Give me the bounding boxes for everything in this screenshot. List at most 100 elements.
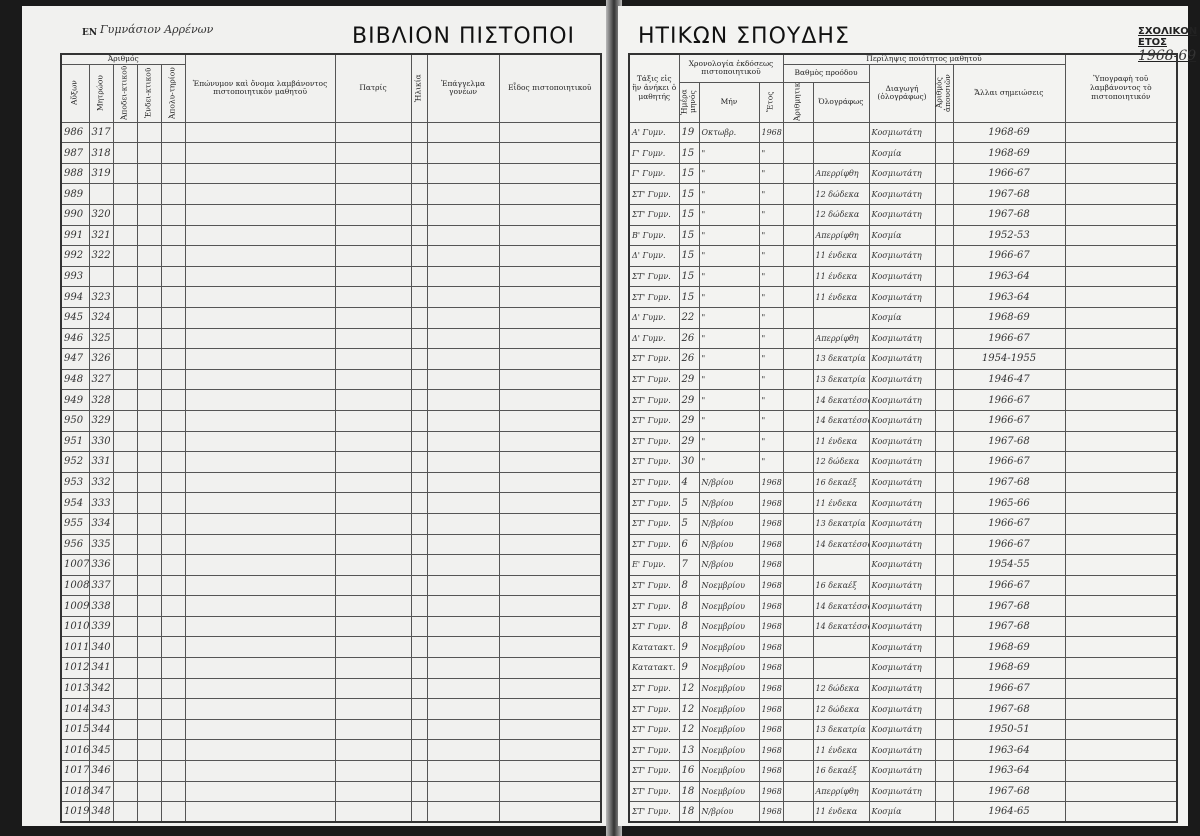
cell-auxon: 1011 [60,636,90,659]
cell-arithm [782,224,814,247]
cell-name [184,121,336,144]
cell-absences [934,780,954,803]
col-mitroou: Μητρώου [89,64,113,123]
table-row: Δ' Γυμν. 26 " " Απερρίφθη Κοσμιωτάτη 1966-67 [628,327,1178,350]
cell-year: 1968 [758,636,784,659]
cell-conduct: Κοσμιωτάτη [868,389,936,411]
cell-name [184,657,336,679]
cell-type [498,265,602,288]
cell-type [498,615,602,638]
cell-name [184,574,336,597]
cell-auxon: 1009 [60,595,90,617]
cell-profession [426,533,500,556]
cell-age [410,492,428,514]
cell-conduct: Κοσμία [868,306,936,329]
cell-year: 1968 [758,533,784,556]
col-chrono: Χρονολογία ἐκδόσεως πιστοποιητικοῦ [678,53,784,83]
cell-arithm [782,492,814,514]
cell-name [184,451,336,473]
cell-patris [334,183,412,205]
table-row: 951 330 [60,430,602,453]
cell-apolytiriou [160,142,186,164]
cell-apolytiriou [160,286,186,308]
cell-day: 6 [678,533,700,556]
cell-patris [334,327,412,350]
cell-name [184,389,336,411]
cell-name [184,348,336,370]
cell-patris [334,780,412,803]
cell-type [498,142,602,164]
cell-month: " [698,430,760,453]
cell-notes: 1966-67 [952,574,1066,597]
cell-profession [426,780,500,803]
cell-notes: 1963-64 [952,286,1066,308]
cell-profession [426,286,500,308]
table-row: 1018 347 [60,780,602,803]
cell-day: 15 [678,183,700,205]
cell-apodeiktikou [112,512,138,535]
cell-name [184,801,336,823]
cell-year: " [758,142,784,164]
cell-age [410,574,428,597]
cell-day: 12 [678,677,700,700]
cell-mitroou [88,183,114,205]
cell-day: 29 [678,409,700,432]
cell-name [184,512,336,535]
cell-profession [426,409,500,432]
col-day: Ἡμέρα μηνός [679,82,699,123]
col-type: Εἶδος πιστοποιητικοῦ [498,53,602,123]
cell-signature [1064,451,1178,473]
cell-patris [334,760,412,782]
col-class: Τάξις εἰς ἣν ἀνήκει ὁ μαθητής [628,53,680,123]
cell-patris [334,615,412,638]
cell-mitroou: 321 [88,224,114,247]
cell-apodeiktikou [112,451,138,473]
table-row: 1015 344 [60,718,602,741]
cell-conduct: Κοσμιωτάτη [868,183,936,205]
cell-type [498,533,602,556]
col-auxon: Αὔξων [61,64,89,123]
cell-absences [934,636,954,659]
cell-mitroou: 346 [88,760,114,782]
cell-auxon: 1007 [60,554,90,576]
cell-month: Νοεμβρίου [698,739,760,762]
cell-apolytiriou [160,389,186,411]
cell-grade: 13 δεκατρία [812,512,870,535]
cell-patris [334,286,412,308]
col-patris: Πατρίς [334,53,412,123]
col-arithm: Ἀριθμητικῶς [783,82,813,123]
cell-apolytiriou [160,533,186,556]
cell-notes: 1968-69 [952,142,1066,164]
cell-age [410,636,428,659]
cell-month: Ν/βρίου [698,801,760,823]
cell-signature [1064,245,1178,267]
cell-class: ΣΤ' Γυμν. [628,451,680,473]
cell-name [184,265,336,288]
cell-age [410,245,428,267]
cell-arithm [782,574,814,597]
cell-notes: 1954-1955 [952,348,1066,370]
cell-age [410,780,428,803]
table-row: ΣΤ' Γυμν. 13 Νοεμβρίου 1968 11 ένδεκα Κοσμιωτ… [628,739,1178,762]
cell-month: " [698,142,760,164]
cell-grade: 12 δώδεκα [812,451,870,473]
cell-grade [812,657,870,679]
cell-apolytiriou [160,657,186,679]
cell-year: " [758,389,784,411]
cell-year: 1968 [758,780,784,803]
cell-day: 22 [678,306,700,329]
cell-type [498,718,602,741]
table-row: ΣΤ' Γυμν. 4 Ν/βρίου 1968 16 δεκαέξ Κοσμιωτάτη… [628,471,1178,494]
cell-endeiktikou [136,780,162,803]
cell-month: " [698,327,760,350]
col-absences: Ἀριθμὸς ἀπουσιῶν [935,64,953,123]
cell-type [498,739,602,762]
cell-profession [426,698,500,720]
cell-type [498,224,602,247]
cell-patris [334,409,412,432]
cell-patris [334,368,412,391]
cell-arithm [782,409,814,432]
cell-auxon: 955 [60,512,90,535]
cell-day: 5 [678,492,700,514]
